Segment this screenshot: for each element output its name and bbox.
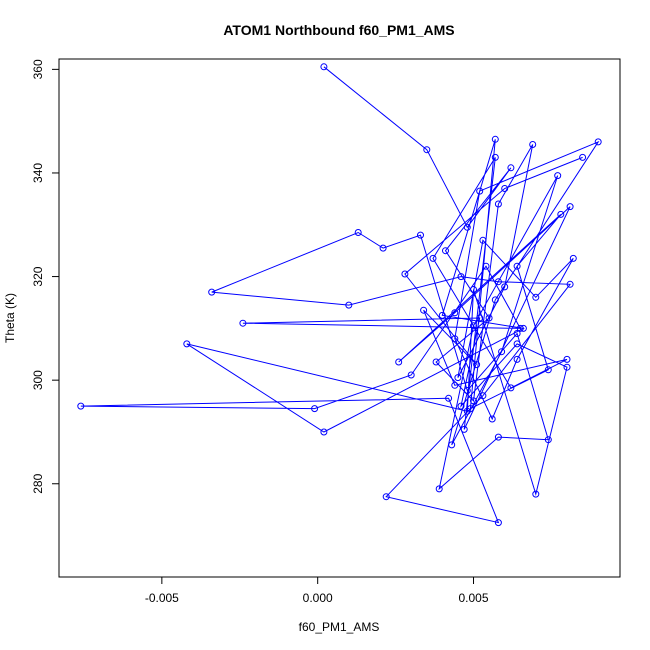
data-point bbox=[579, 153, 587, 161]
data-point bbox=[491, 135, 499, 143]
data-point bbox=[77, 402, 85, 410]
data-point bbox=[566, 280, 574, 288]
data-point bbox=[208, 288, 216, 296]
data-point bbox=[532, 490, 540, 498]
data-point bbox=[476, 314, 484, 322]
data-point bbox=[494, 519, 502, 527]
y-tick-label: 340 bbox=[31, 163, 45, 183]
data-point bbox=[501, 283, 509, 291]
data-point bbox=[345, 301, 353, 309]
data-point bbox=[566, 203, 574, 211]
data-point bbox=[451, 335, 459, 343]
data-point bbox=[442, 247, 449, 255]
data-point bbox=[417, 231, 424, 239]
series-layer bbox=[77, 63, 602, 527]
data-point bbox=[479, 236, 487, 244]
data-point bbox=[513, 330, 521, 337]
data-point bbox=[448, 441, 456, 449]
data-point bbox=[463, 223, 471, 231]
data-point bbox=[183, 340, 191, 348]
x-tick-label: -0.005 bbox=[145, 591, 179, 605]
data-point bbox=[513, 340, 521, 348]
data-point bbox=[544, 366, 552, 374]
data-point bbox=[432, 358, 440, 366]
x-tick-label: 0.005 bbox=[459, 591, 489, 605]
y-tick-label: 320 bbox=[31, 266, 45, 286]
data-point bbox=[507, 384, 515, 392]
chart-title: ATOM1 Northbound f60_PM1_AMS bbox=[223, 22, 454, 38]
data-point bbox=[457, 273, 465, 281]
data-point bbox=[563, 363, 571, 371]
data-point bbox=[435, 485, 443, 493]
series-line bbox=[80, 66, 600, 524]
y-axis: 280 300 320 340 360 bbox=[31, 59, 60, 494]
data-point bbox=[445, 394, 453, 402]
data-point bbox=[466, 405, 474, 413]
data-point bbox=[557, 210, 565, 218]
data-point bbox=[532, 293, 540, 301]
data-point bbox=[451, 381, 459, 389]
data-point bbox=[519, 324, 527, 332]
data-point bbox=[491, 296, 499, 304]
data-point bbox=[470, 322, 477, 330]
data-point bbox=[460, 425, 468, 433]
data-point bbox=[498, 348, 506, 356]
data-point bbox=[395, 358, 403, 366]
data-point bbox=[494, 200, 502, 208]
data-point bbox=[420, 306, 428, 314]
data-point bbox=[401, 270, 409, 278]
data-point bbox=[438, 311, 446, 319]
data-point bbox=[569, 254, 577, 262]
data-point bbox=[320, 63, 328, 71]
plot-frame bbox=[58, 58, 621, 578]
data-point bbox=[457, 402, 465, 410]
data-point bbox=[594, 138, 602, 146]
data-point bbox=[513, 355, 521, 363]
data-point bbox=[407, 371, 415, 379]
data-point bbox=[423, 146, 431, 154]
data-point bbox=[451, 309, 459, 317]
x-axis: -0.005 0.000 0.005 bbox=[145, 576, 489, 605]
data-point bbox=[529, 141, 537, 148]
y-tick-label: 280 bbox=[31, 473, 45, 493]
data-point bbox=[470, 286, 477, 293]
data-point bbox=[382, 493, 390, 501]
x-tick-label: 0.000 bbox=[303, 591, 333, 605]
data-point bbox=[379, 244, 387, 252]
y-axis-label: Theta (K) bbox=[3, 293, 17, 343]
data-point bbox=[488, 415, 496, 423]
data-point bbox=[563, 355, 571, 363]
data-point bbox=[501, 185, 509, 192]
data-point bbox=[494, 278, 502, 286]
data-point bbox=[429, 254, 437, 262]
data-point bbox=[470, 397, 477, 405]
data-point bbox=[463, 387, 471, 394]
y-tick-label: 360 bbox=[31, 59, 45, 79]
data-point bbox=[544, 436, 552, 444]
y-tick-label: 300 bbox=[31, 370, 45, 390]
data-point bbox=[482, 262, 490, 270]
data-point bbox=[239, 319, 247, 327]
data-point bbox=[320, 428, 328, 436]
data-point bbox=[513, 262, 521, 270]
data-point bbox=[479, 392, 487, 400]
data-point bbox=[354, 229, 362, 236]
data-point bbox=[485, 314, 493, 322]
data-point bbox=[516, 324, 524, 332]
data-point bbox=[507, 164, 515, 172]
data-point bbox=[473, 361, 481, 369]
data-point bbox=[476, 187, 484, 195]
data-point bbox=[454, 374, 462, 382]
data-point bbox=[494, 433, 502, 441]
data-point bbox=[311, 405, 319, 413]
data-point bbox=[554, 172, 562, 180]
x-axis-label: f60_PM1_AMS bbox=[299, 620, 380, 634]
data-point bbox=[491, 153, 499, 161]
